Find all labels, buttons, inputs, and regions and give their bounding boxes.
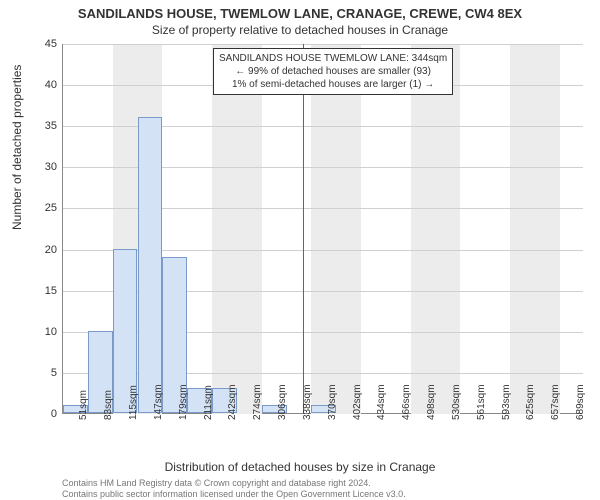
x-tick-label: 402sqm (352, 384, 363, 420)
x-tick-label: 466sqm (401, 384, 412, 420)
x-tick-label: 83sqm (103, 390, 114, 420)
x-tick-label: 657sqm (550, 384, 561, 420)
x-axis-label: Distribution of detached houses by size … (0, 460, 600, 474)
x-tick-label: 593sqm (501, 384, 512, 420)
x-tick-label: 115sqm (128, 385, 139, 420)
x-tick-label: 147sqm (153, 384, 164, 420)
x-tick-label: 338sqm (302, 384, 313, 420)
credit-text: Contains HM Land Registry data © Crown c… (62, 478, 406, 500)
x-tick-label: 242sqm (227, 384, 238, 420)
y-tick-label: 45 (27, 38, 57, 50)
x-tick-label: 370sqm (327, 384, 338, 420)
x-tick-label: 179sqm (178, 384, 189, 420)
histogram-bar (138, 117, 163, 413)
reference-line (303, 44, 304, 414)
grid-line (63, 44, 583, 45)
plot-area: 051015202530354045SANDILANDS HOUSE TWEML… (62, 44, 582, 414)
y-axis-label: Number of detached properties (10, 65, 24, 230)
y-tick-label: 25 (27, 202, 57, 214)
y-tick-label: 35 (27, 120, 57, 132)
y-tick-label: 30 (27, 161, 57, 173)
x-tick-label: 211sqm (203, 385, 214, 420)
y-tick-label: 20 (27, 244, 57, 256)
x-tick-label: 498sqm (426, 384, 437, 420)
alt-band (311, 44, 361, 414)
alt-band (411, 44, 461, 414)
x-tick-label: 274sqm (252, 384, 263, 420)
annotation-box: SANDILANDS HOUSE TWEMLOW LANE: 344sqm← 9… (213, 48, 453, 95)
y-tick-label: 15 (27, 285, 57, 297)
y-tick-label: 40 (27, 79, 57, 91)
y-tick-label: 10 (27, 326, 57, 338)
chart-title: SANDILANDS HOUSE, TWEMLOW LANE, CRANAGE,… (0, 0, 600, 21)
x-tick-label: 689sqm (575, 384, 586, 420)
x-tick-label: 306sqm (277, 384, 288, 420)
chart-subtitle: Size of property relative to detached ho… (0, 21, 600, 37)
credit-line-2: Contains public sector information licen… (62, 489, 406, 500)
x-tick-label: 530sqm (451, 384, 462, 420)
y-tick-label: 5 (27, 367, 57, 379)
annotation-line: 1% of semi-detached houses are larger (1… (219, 78, 447, 91)
x-tick-label: 625sqm (525, 384, 536, 420)
annotation-line: SANDILANDS HOUSE TWEMLOW LANE: 344sqm (219, 52, 447, 65)
x-tick-label: 434sqm (376, 384, 387, 420)
annotation-line: ← 99% of detached houses are smaller (93… (219, 65, 447, 78)
x-tick-label: 51sqm (78, 390, 89, 420)
alt-band (510, 44, 560, 414)
y-tick-label: 0 (27, 408, 57, 420)
credit-line-1: Contains HM Land Registry data © Crown c… (62, 478, 406, 489)
alt-band (212, 44, 262, 414)
chart-plot: 051015202530354045SANDILANDS HOUSE TWEML… (62, 44, 582, 414)
x-tick-label: 561sqm (476, 384, 487, 420)
